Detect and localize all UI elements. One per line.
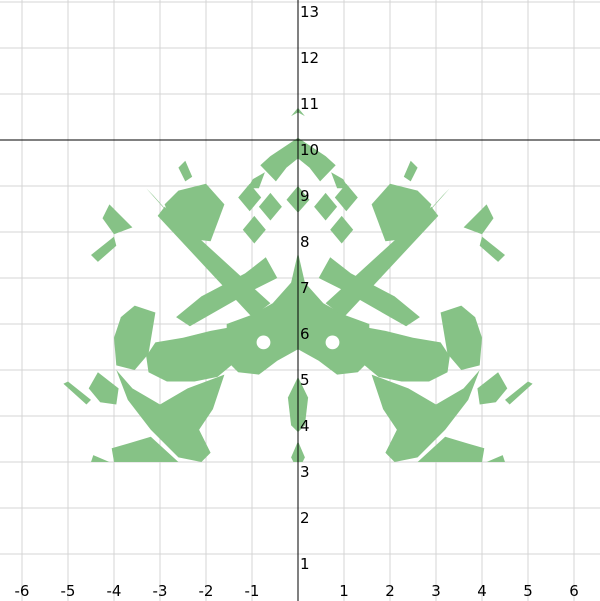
region-diamond-1-left [258, 192, 282, 221]
region-shoulder-right [360, 326, 450, 382]
region-ear-top-right [403, 160, 418, 182]
region-top-chevron-right [298, 107, 305, 117]
region-base-tab-right [486, 455, 505, 462]
region-lower-wing-left [116, 370, 225, 462]
y-tick-label: 3 [300, 463, 310, 481]
region-center-body-left [226, 252, 298, 375]
region-center-neck-right [298, 376, 309, 433]
x-tick-label: -6 [15, 582, 30, 600]
region-center-foot-left [291, 441, 298, 462]
region-base-tab-left [91, 455, 110, 462]
region-diagonal-band-right [318, 257, 420, 327]
region-ear-top-left [178, 160, 193, 182]
y-tick-label: 5 [300, 371, 310, 389]
region-diamond-3-left [238, 183, 262, 212]
region-outer-fin-left [102, 204, 133, 235]
region-center-foot-right [298, 441, 305, 462]
region-long-diagonal-left [157, 206, 271, 318]
x-tick-label: 2 [385, 582, 395, 600]
y-tick-label: 13 [300, 3, 319, 21]
region-diagonal-band-left [176, 257, 278, 327]
region-outer-fin-right [463, 204, 494, 235]
x-tick-label: -1 [245, 582, 260, 600]
region-small-lobe-left [247, 172, 265, 189]
y-tick-label: 7 [300, 279, 310, 297]
x-tick-label: -3 [153, 582, 168, 600]
y-tick-label: 2 [300, 509, 310, 527]
y-tick-label: 8 [300, 233, 310, 251]
region-outer-drop-right [477, 372, 508, 405]
region-diamond-2-left [242, 215, 266, 244]
hole-eye-right [325, 335, 340, 350]
x-tick-label: 5 [523, 582, 533, 600]
x-tick-label: -2 [199, 582, 214, 600]
region-outer-spike-right [505, 381, 533, 405]
region-outer-drop-left [88, 372, 119, 405]
region-outer-spike-left [63, 381, 91, 405]
region-crown-outer-left [260, 137, 298, 182]
x-tick-label: 1 [339, 582, 349, 600]
x-tick-label: 6 [569, 582, 579, 600]
y-tick-label: 1 [300, 555, 310, 573]
region-long-diagonal-right [325, 206, 439, 318]
region-diamond-2-right [330, 215, 354, 244]
hole-eye-left [256, 335, 271, 350]
region-side-lobe-right [440, 305, 482, 370]
region-far-fin-left [91, 236, 117, 262]
x-tick-label: 4 [477, 582, 487, 600]
region-lower-flap-right [417, 436, 485, 462]
region-far-fin-right [479, 236, 505, 262]
y-tick-label: 4 [300, 417, 310, 435]
region-top-chevron-left [291, 107, 298, 117]
region-diamond-3-right [334, 183, 358, 212]
region-diamond-1-right [314, 192, 338, 221]
region-side-lobe-left [114, 305, 156, 370]
region-small-lobe-right [331, 172, 349, 189]
region-shoulder-left [146, 326, 236, 382]
plot-regions [63, 107, 533, 462]
region-center-body-right [298, 252, 370, 375]
y-tick-label: 11 [300, 95, 319, 113]
region-crown-outer-right [298, 137, 336, 182]
region-crown-center-left [286, 186, 298, 213]
x-tick-label: 3 [431, 582, 441, 600]
x-tick-label: -4 [107, 582, 122, 600]
y-tick-label: 6 [300, 325, 310, 343]
region-lower-flap-left [111, 436, 179, 462]
y-tick-label: 12 [300, 49, 319, 67]
region-lower-wing-right [371, 370, 480, 462]
y-tick-label: 10 [300, 141, 319, 159]
y-tick-label: 9 [300, 187, 310, 205]
plot-holes [256, 335, 340, 350]
region-center-neck-left [287, 376, 298, 433]
x-tick-label: -5 [61, 582, 76, 600]
region-crown-center-right [298, 186, 310, 213]
